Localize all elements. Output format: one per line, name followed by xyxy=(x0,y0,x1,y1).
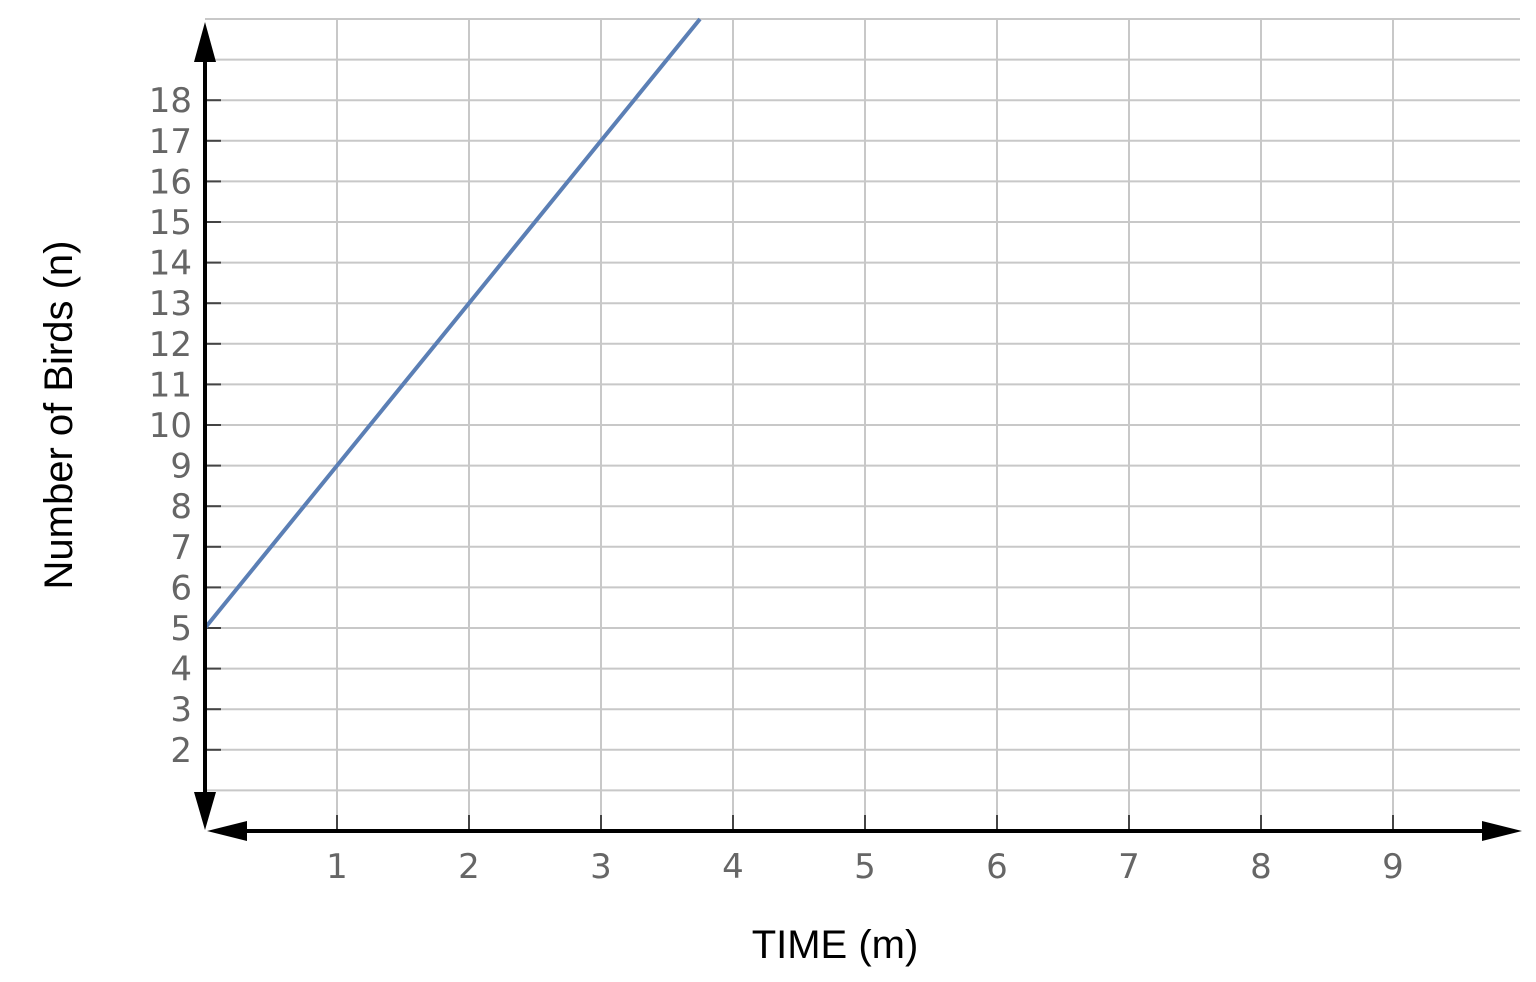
x-tick-label: 8 xyxy=(1250,847,1272,887)
y-tick-label: 7 xyxy=(170,528,192,568)
y-tick-label: 14 xyxy=(149,244,192,284)
grid xyxy=(205,18,1520,831)
x-tick-label: 4 xyxy=(722,847,744,887)
x-tick-label: 2 xyxy=(458,847,480,887)
y-tick-label: 9 xyxy=(170,447,192,487)
y-tick-label: 5 xyxy=(170,609,192,649)
y-tick-label: 2 xyxy=(170,731,192,771)
y-tick-label: 3 xyxy=(170,690,192,730)
y-tick-label: 17 xyxy=(149,122,192,162)
series xyxy=(203,17,702,630)
x-tick-label: 1 xyxy=(326,847,348,887)
x-axis-arrow-right xyxy=(1482,821,1522,841)
axes xyxy=(194,22,1522,841)
y-tick-label: 15 xyxy=(149,203,192,243)
y-tick-label: 8 xyxy=(170,487,192,527)
y-tick-label: 6 xyxy=(170,568,192,608)
y-tick-label: 16 xyxy=(149,162,192,202)
y-tick-label: 10 xyxy=(149,406,192,446)
y-axis-arrow-down xyxy=(194,792,216,830)
y-tick-label: 13 xyxy=(149,284,192,324)
series-line xyxy=(203,17,702,630)
x-tick-label: 3 xyxy=(590,847,612,887)
x-tick-label: 6 xyxy=(986,847,1008,887)
x-axis-title: TIME (m) xyxy=(752,923,919,967)
y-axis-title: Number of Birds (n) xyxy=(37,241,81,590)
y-tick-label: 18 xyxy=(149,81,192,121)
y-axis-arrow-up xyxy=(194,22,216,62)
y-tick-label: 11 xyxy=(149,365,192,405)
y-tick-label: 4 xyxy=(170,650,192,690)
x-axis-arrow-left xyxy=(207,821,247,841)
x-tick-label: 9 xyxy=(1382,847,1404,887)
x-tick-label: 5 xyxy=(854,847,876,887)
x-tick-label: 7 xyxy=(1118,847,1140,887)
y-tick-label: 12 xyxy=(149,325,192,365)
